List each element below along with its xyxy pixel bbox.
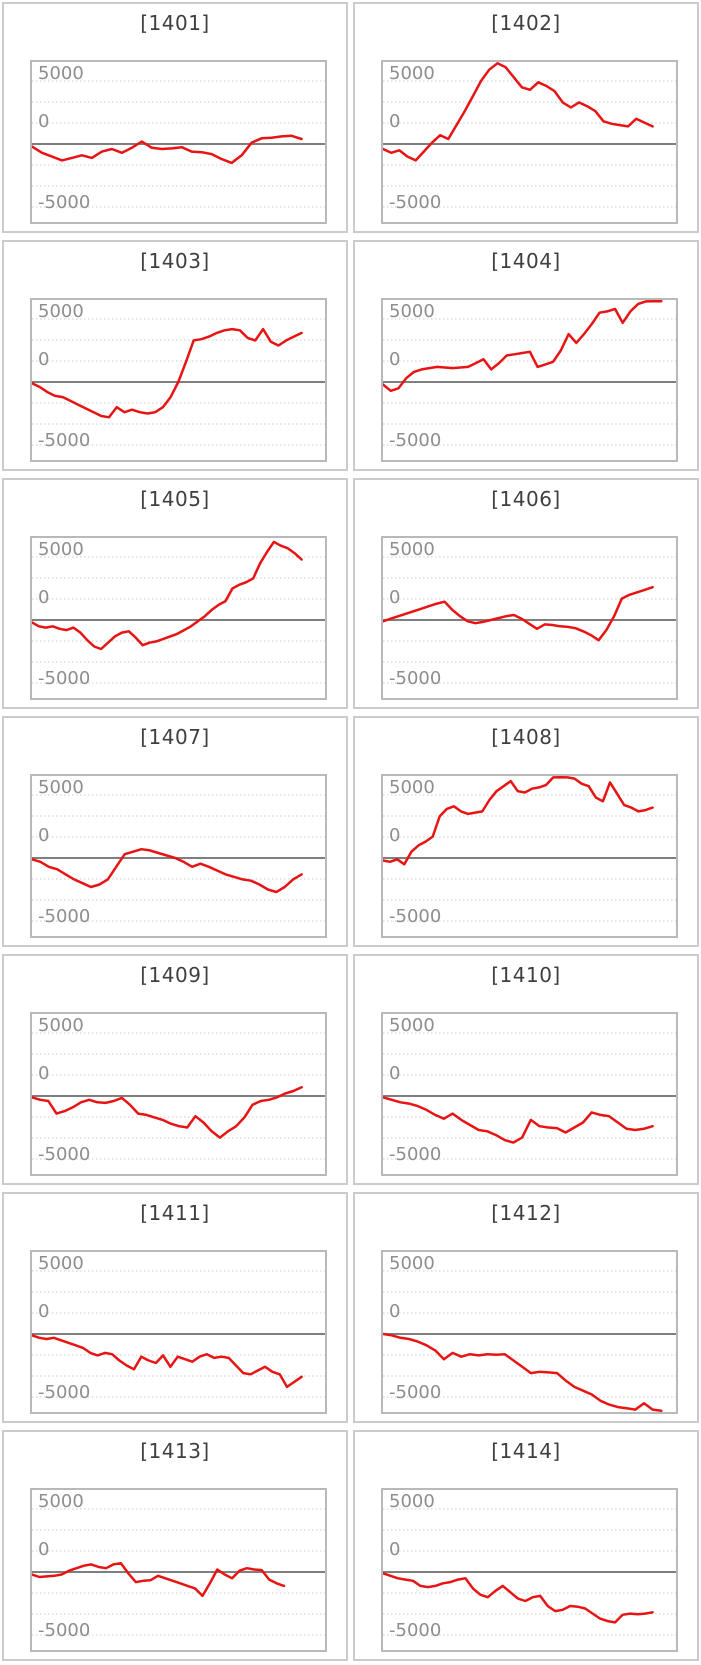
chart-card-1407: [1407] 5000 0 -5000 (2, 716, 348, 947)
plot-area: 5000 0 -5000 (30, 1012, 327, 1176)
chart-title: [1411] (140, 1201, 210, 1225)
plot-area: 5000 0 -5000 (381, 1012, 678, 1176)
plot-area: 5000 0 -5000 (30, 536, 327, 700)
line-chart-svg (32, 540, 325, 684)
chart-title: [1410] (491, 963, 561, 987)
line-chart-svg (383, 62, 676, 208)
line-chart-svg (383, 1032, 676, 1160)
chart-title: [1405] (140, 487, 210, 511)
plot-area: 5000 0 -5000 (381, 298, 678, 462)
line-chart-svg (383, 300, 676, 446)
chart-title: [1406] (491, 487, 561, 511)
chart-title: [1407] (140, 725, 210, 749)
line-chart-svg (383, 1270, 676, 1412)
chart-title: [1401] (140, 11, 210, 35)
line-chart-svg (32, 1032, 325, 1160)
series-line (32, 540, 303, 651)
line-chart-svg (32, 1508, 325, 1636)
series-line (32, 1561, 286, 1598)
series-line (383, 62, 654, 162)
plot-area: 5000 0 -5000 (381, 536, 678, 700)
plot-area: 5000 0 -5000 (381, 1250, 678, 1414)
chart-card-1403: [1403] 5000 0 -5000 (2, 240, 348, 471)
chart-card-1410: [1410] 5000 0 -5000 (353, 954, 699, 1185)
chart-card-1402: [1402] 5000 0 -5000 (353, 2, 699, 233)
series-line (383, 1572, 654, 1624)
chart-card-1411: [1411] 5000 0 -5000 (2, 1192, 348, 1423)
series-line (383, 776, 654, 866)
chart-title: [1413] (140, 1439, 210, 1463)
chart-title: [1402] (491, 11, 561, 35)
chart-title: [1414] (491, 1439, 561, 1463)
line-chart-svg (32, 318, 325, 446)
line-chart-svg (383, 556, 676, 684)
chart-card-1404: [1404] 5000 0 -5000 (353, 240, 699, 471)
series-line (32, 1085, 303, 1139)
chart-title: [1403] (140, 249, 210, 273)
series-line (383, 300, 663, 393)
plot-area: 5000 0 -5000 (30, 298, 327, 462)
chart-card-1405: [1405] 5000 0 -5000 (2, 478, 348, 709)
series-line (32, 134, 303, 165)
chart-card-1408: [1408] 5000 0 -5000 (353, 716, 699, 947)
chart-card-1414: [1414] 5000 0 -5000 (353, 1430, 699, 1661)
plot-area: 5000 0 -5000 (381, 1488, 678, 1652)
plot-area: 5000 0 -5000 (30, 60, 327, 224)
chart-card-1413: [1413] 5000 0 -5000 (2, 1430, 348, 1661)
plot-area: 5000 0 -5000 (381, 774, 678, 938)
chart-title: [1408] (491, 725, 561, 749)
line-chart-svg (32, 80, 325, 208)
chart-card-1406: [1406] 5000 0 -5000 (353, 478, 699, 709)
plot-area: 5000 0 -5000 (30, 774, 327, 938)
series-line (32, 327, 303, 419)
line-chart-svg (32, 794, 325, 922)
series-line (32, 847, 303, 894)
line-chart-svg (383, 1508, 676, 1636)
line-chart-svg (383, 776, 676, 922)
series-line (383, 1096, 654, 1144)
line-chart-svg (32, 1270, 325, 1398)
plot-area: 5000 0 -5000 (30, 1488, 327, 1652)
chart-card-1401: [1401] 5000 0 -5000 (2, 2, 348, 233)
series-line (383, 585, 654, 642)
series-line (383, 1332, 663, 1412)
chart-title: [1409] (140, 963, 210, 987)
chart-title: [1404] (491, 249, 561, 273)
chart-title: [1412] (491, 1201, 561, 1225)
chart-card-1412: [1412] 5000 0 -5000 (353, 1192, 699, 1423)
plot-area: 5000 0 -5000 (381, 60, 678, 224)
chart-card-1409: [1409] 5000 0 -5000 (2, 954, 348, 1185)
series-line (32, 1334, 303, 1389)
plot-area: 5000 0 -5000 (30, 1250, 327, 1414)
